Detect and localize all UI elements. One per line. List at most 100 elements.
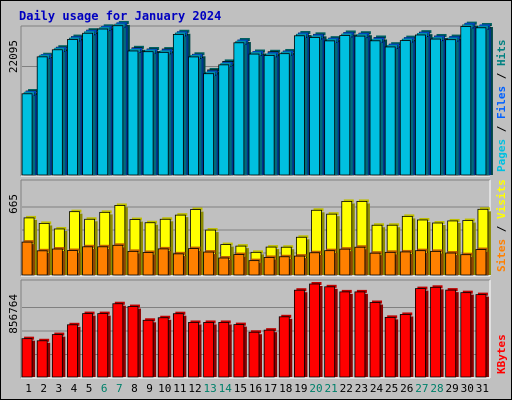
bar-pages-day-29 (445, 39, 457, 176)
bar-sites-day-23 (354, 246, 366, 276)
bar-sites-side (228, 260, 232, 275)
bar-pages-top (84, 31, 95, 35)
bar-visits-top (419, 217, 430, 221)
bar-pages-side (364, 38, 368, 175)
bar-kbytes-day-25 (384, 316, 396, 378)
chart-title: Daily usage for January 2024 (19, 9, 221, 23)
bar-pages-day-30 (460, 26, 472, 176)
bar-pages-top (296, 33, 307, 37)
bar-sites-day-9 (142, 252, 154, 276)
bar-pages-day-22 (339, 35, 351, 176)
bar-sites-top (356, 245, 367, 249)
bar-pages-side (92, 35, 96, 175)
bar-kbytes-side (198, 324, 202, 377)
bar-visits-side (94, 221, 98, 275)
bar-files-side (34, 94, 38, 175)
bar-kbytes-top (84, 311, 95, 315)
bar-pages-top (326, 38, 337, 42)
bar-sites-day-20 (309, 252, 320, 276)
bar-sites-top (190, 246, 201, 250)
bar-pages-day-18 (278, 53, 290, 176)
bar-pages-top (477, 25, 488, 29)
bar-pages-top (24, 91, 35, 95)
bar-kbytes-day-18 (278, 316, 290, 378)
bar-visits-top (101, 210, 112, 214)
bar-sites-top (114, 243, 125, 247)
bar-kbytes-top (220, 320, 231, 324)
bar-sites-side (349, 251, 353, 275)
bar-kbytes-top (266, 328, 277, 332)
bar-sites-side (183, 255, 187, 275)
bar-pages-day-25 (384, 46, 396, 176)
legend-entry: Visits (495, 179, 508, 219)
bar-visits-side (200, 211, 204, 275)
bar-sites-side (410, 253, 414, 275)
bar-sites-top (462, 252, 473, 256)
bar-sites-day-18 (278, 256, 290, 276)
bar-files-side (336, 41, 340, 176)
day-label-22: 22 (340, 382, 353, 395)
bar-kbytes-side (319, 286, 323, 377)
bar-sites-top (387, 250, 398, 254)
bar-sites-day-3 (51, 248, 63, 276)
max-label-middle: 665 (7, 194, 20, 214)
bar-pages-top (160, 50, 171, 54)
bar-hits-top (28, 89, 39, 93)
day-label-18: 18 (279, 382, 292, 395)
bar-pages-side (62, 51, 66, 175)
bar-kbytes-top (205, 320, 216, 324)
bar-kbytes-side (425, 290, 429, 377)
bar-files-side (487, 28, 491, 176)
bar-sites-top (160, 246, 171, 250)
bar-visits-side (472, 222, 476, 275)
legend-entry: Files (495, 86, 508, 119)
bar-sites-day-14 (218, 257, 230, 276)
bar-kbytes-day-9 (142, 319, 154, 378)
bar-kbytes-side (259, 334, 262, 377)
bar-sites-day-13 (203, 251, 215, 276)
bar-kbytes-day-3 (51, 334, 63, 378)
bar-kbytes-side (485, 296, 489, 377)
bar-pages-side (107, 31, 111, 175)
bar-sites-top (205, 250, 216, 254)
bar-sites-top (402, 249, 413, 253)
bar-visits-top (131, 217, 142, 221)
bar-hits-top (194, 52, 205, 56)
bar-visits-side (291, 249, 295, 275)
bar-kbytes-day-4 (67, 324, 78, 378)
bar-sites-side (198, 250, 202, 275)
bar-kbytes-day-21 (324, 286, 336, 378)
bar-files-side (170, 53, 174, 175)
bar-files-side (382, 41, 386, 175)
bar-visits-top (358, 199, 369, 203)
bar-pages-day-26 (399, 40, 411, 176)
bar-pages-side (213, 75, 217, 175)
bar-kbytes-day-20 (309, 283, 320, 378)
bar-files-side (200, 58, 204, 175)
bar-sites-day-22 (339, 248, 351, 276)
bar-kbytes-day-19 (293, 289, 305, 378)
bar-pages-top (114, 23, 125, 27)
bar-files-side (457, 40, 461, 175)
bar-kbytes-top (54, 332, 65, 336)
bar-visits-top (237, 244, 248, 248)
bar-kbytes-side (47, 342, 51, 377)
bar-pages-day-4 (67, 39, 78, 176)
bar-files-side (412, 41, 416, 176)
day-label-10: 10 (158, 382, 171, 395)
bar-kbytes-day-28 (430, 286, 441, 378)
bar-sites-top (281, 254, 292, 258)
bar-pages-top (235, 40, 246, 44)
bar-pages-side (334, 42, 338, 176)
bar-kbytes-side (32, 340, 36, 377)
bar-pages-day-12 (188, 56, 199, 176)
bar-visits-top (207, 228, 218, 232)
bar-pages-day-23 (354, 35, 366, 176)
bar-sites-side (289, 258, 293, 275)
bar-pages-side (198, 58, 202, 175)
day-label-8: 8 (131, 382, 138, 395)
bar-pages-side (304, 37, 308, 175)
day-label-31: 31 (476, 382, 489, 395)
bar-sites-top (145, 250, 156, 254)
day-label-14: 14 (219, 382, 233, 395)
